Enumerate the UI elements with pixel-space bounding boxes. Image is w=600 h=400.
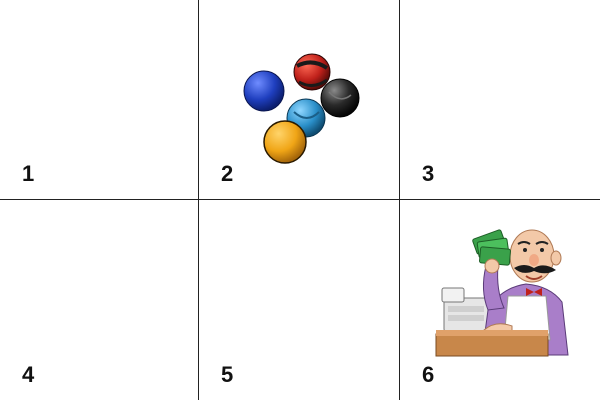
panel-6[interactable]: 6	[400, 200, 600, 400]
panel-number: 4	[22, 362, 35, 387]
panel-number: 3	[422, 161, 435, 186]
panel-3[interactable]: 3	[400, 0, 600, 200]
panel-4[interactable]: 4	[0, 200, 199, 400]
panel-5[interactable]: 5	[199, 200, 400, 400]
orange-ball	[263, 120, 307, 164]
panel-2[interactable]: 2	[199, 0, 400, 200]
counter	[435, 333, 549, 357]
panel-number: 1	[22, 161, 35, 186]
panel-number: 6	[422, 362, 435, 387]
balls-icon	[243, 53, 360, 164]
cashier-icon	[435, 229, 569, 357]
panel-1[interactable]: 1	[0, 0, 199, 200]
blue-ball	[243, 70, 285, 112]
panel-number: 5	[221, 362, 234, 387]
panel-number: 2	[221, 161, 234, 186]
